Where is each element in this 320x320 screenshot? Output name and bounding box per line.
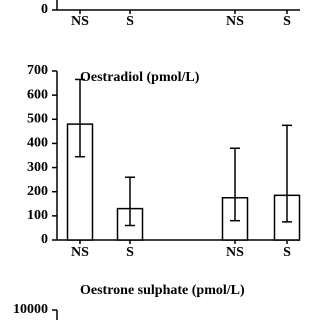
x-tick-label: NS <box>226 14 244 29</box>
y-tick-label: 700 <box>27 63 48 78</box>
panel-title: Oestrone sulphate (pmol/L) <box>80 283 245 298</box>
x-tick-label: S <box>126 245 134 260</box>
y-tick-label: 200 <box>27 184 48 199</box>
panel-title: Oestradiol (pmol/L) <box>80 70 200 85</box>
y-tick-label: 0 <box>41 232 48 247</box>
y-tick-label: 0 <box>41 2 48 17</box>
x-tick-label: NS <box>71 245 89 260</box>
x-tick-label: NS <box>71 14 89 29</box>
x-tick-label: S <box>126 14 134 29</box>
x-tick-label: S <box>283 14 291 29</box>
y-tick-label: 500 <box>27 112 48 127</box>
y-tick-label: 400 <box>27 136 48 151</box>
x-tick-label: NS <box>226 245 244 260</box>
y-tick-label: 600 <box>27 87 48 102</box>
y-tick-label: 100 <box>27 208 48 223</box>
x-tick-label: S <box>283 245 291 260</box>
y-tick-label: 10000 <box>13 302 48 317</box>
y-tick-label: 300 <box>27 160 48 175</box>
